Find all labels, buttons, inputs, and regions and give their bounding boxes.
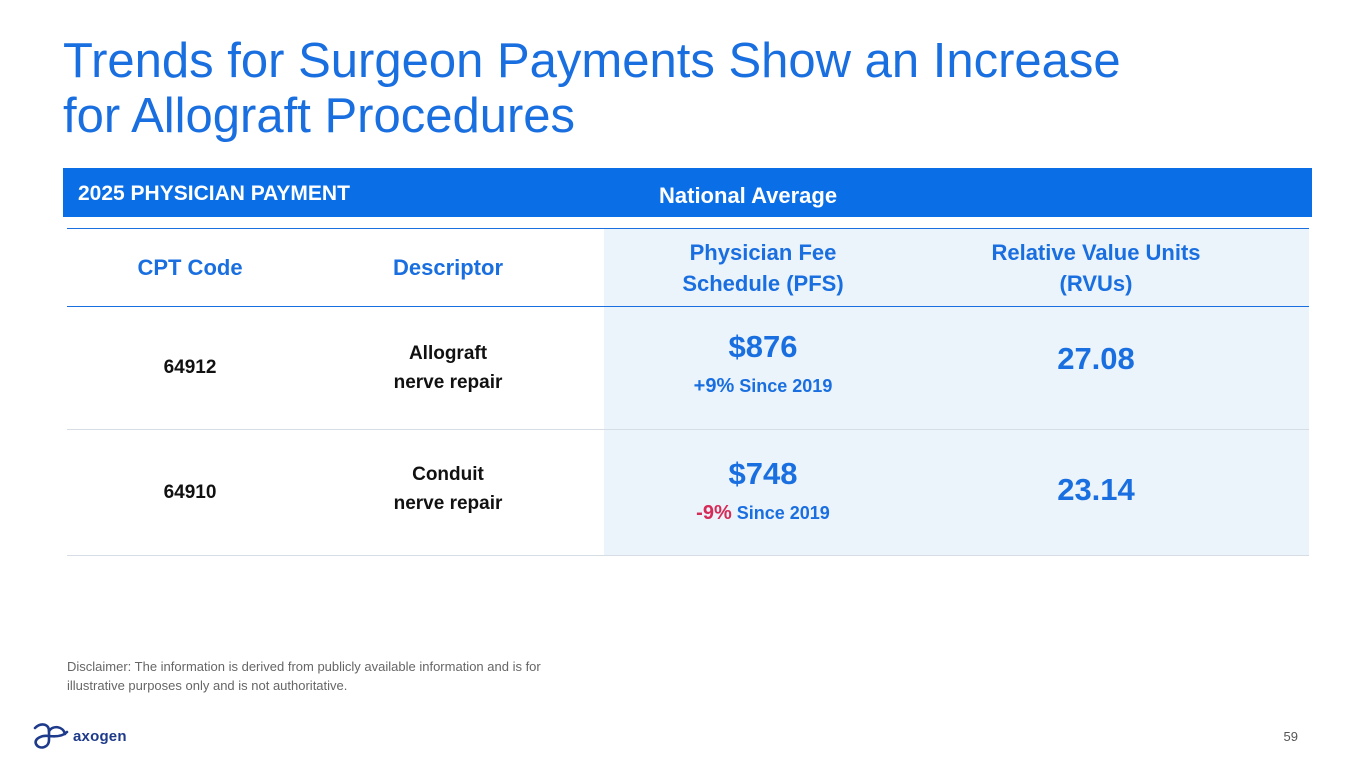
table-row-1-descriptor: Allograft nerve repair [348, 307, 548, 429]
column-header-rvus: Relative Value Units (RVUs) [946, 229, 1246, 306]
table-row-2-rvu: 23.14 [946, 460, 1246, 520]
table-row-1-cpt-code: 64912 [90, 307, 290, 429]
national-average-shaded-area [604, 229, 1309, 556]
table-top-rule [67, 228, 1309, 229]
row-divider [67, 429, 1309, 430]
column-header-pfs-line-1: Physician Fee [689, 239, 837, 265]
table-bottom-rule [67, 555, 1309, 556]
descriptor-line-2: nerve repair [393, 372, 503, 393]
slide-title: Trends for Surgeon Payments Show an Incr… [63, 34, 1263, 144]
table-row-1-rvu: 27.08 [946, 329, 1246, 389]
table-row-2-cpt-code: 64910 [90, 430, 290, 555]
pfs-price: $748 [728, 456, 798, 491]
rvu-value: 27.08 [1057, 341, 1135, 376]
pfs-change: +9% Since 2019 [694, 375, 833, 398]
column-header-pfs-line-2: Schedule (PFS) [682, 270, 844, 296]
header-physician-payment: 2025 PHYSICIAN PAYMENT [78, 182, 350, 205]
column-header-rule [67, 306, 1309, 307]
column-header-rvus-line-1: Relative Value Units [991, 239, 1201, 265]
slide-title-line-1: Trends for Surgeon Payments Show an Incr… [63, 34, 1121, 88]
table-header-bar: 2025 PHYSICIAN PAYMENT National Average [63, 168, 1312, 217]
descriptor-line-2: nerve repair [393, 492, 503, 514]
pfs-change-label: Since 2019 [736, 503, 830, 523]
header-national-average: National Average [659, 183, 838, 208]
descriptor-line-1: Allograft [408, 343, 488, 364]
column-header-pfs: Physician Fee Schedule (PFS) [623, 229, 903, 306]
pfs-change-percent: +9% [693, 375, 735, 397]
column-header-cpt-code: CPT Code [90, 229, 290, 306]
rvu-value: 23.14 [1057, 472, 1135, 507]
column-header-descriptor-label: Descriptor [392, 255, 504, 280]
descriptor-line-1: Conduit [412, 463, 484, 485]
pfs-change-label: Since 2019 [739, 376, 833, 396]
disclaimer-text: Disclaimer: The information is derived f… [67, 659, 541, 693]
cpt-code-value: 64912 [163, 357, 217, 378]
page-number: 59 [1283, 729, 1298, 744]
column-header-rvus-line-2: (RVUs) [1059, 270, 1133, 296]
pfs-change: -9% Since 2019 [696, 502, 830, 525]
table-row-2-descriptor: Conduit nerve repair [348, 430, 548, 547]
pfs-price: $876 [728, 329, 798, 364]
pfs-change-percent: -9% [696, 502, 732, 524]
axogen-logo-icon [33, 723, 69, 749]
slide-title-line-2: for Allograft Procedures [63, 89, 576, 143]
table-row-1-pfs: $876 +9% Since 2019 [623, 329, 903, 409]
column-header-descriptor: Descriptor [348, 229, 548, 306]
column-header-cpt-code-label: CPT Code [137, 255, 243, 280]
axogen-logo-text: axogen [73, 727, 127, 745]
axogen-logo: axogen [33, 720, 127, 752]
cpt-code-value: 64910 [163, 481, 217, 503]
table-row-2-pfs: $748 -9% Since 2019 [623, 456, 903, 536]
